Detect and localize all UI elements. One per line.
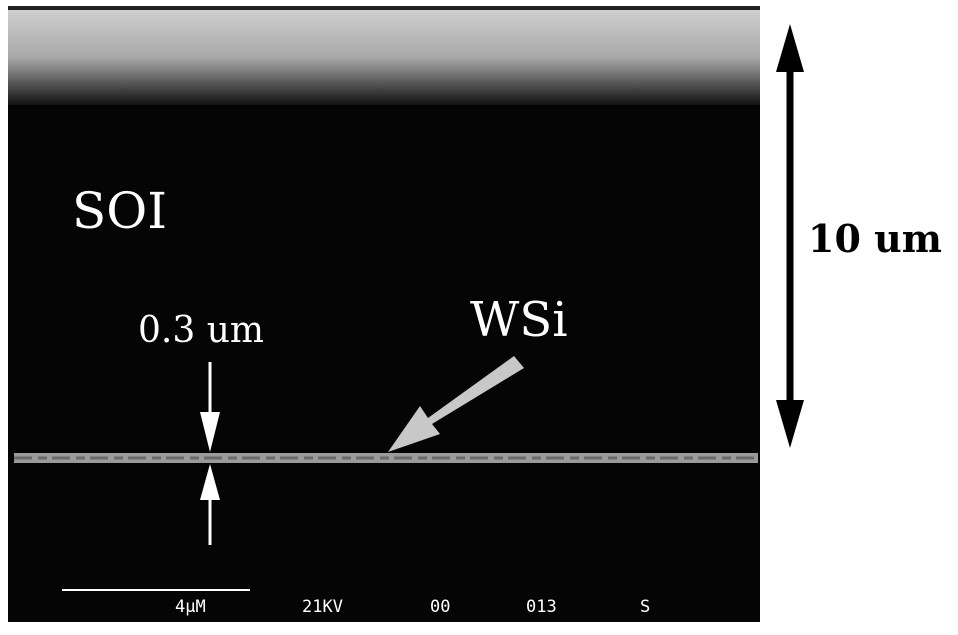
info-text: S [640, 597, 650, 617]
soi-label: SOI [72, 182, 167, 240]
info-text: 00 [430, 597, 450, 617]
height-label: 10 um [808, 216, 942, 261]
arrow-head [776, 24, 804, 72]
voltage-text: 21KV [302, 597, 343, 617]
wsi-label: WSi [470, 292, 568, 348]
info-text: 013 [526, 597, 557, 617]
top-edge [8, 6, 760, 10]
top-surface [8, 10, 760, 105]
figure: SOI 0.3 um WSi 10 um 4µM 21KV 00 013 S [0, 0, 958, 635]
arrow-head [776, 400, 804, 448]
thickness-label: 0.3 um [138, 310, 264, 351]
page: SOI 0.3 um WSi 10 um 4µM 21KV 00 013 S (… [0, 0, 958, 635]
scale-text: 4µM [175, 597, 206, 617]
height-arrow [776, 24, 804, 448]
